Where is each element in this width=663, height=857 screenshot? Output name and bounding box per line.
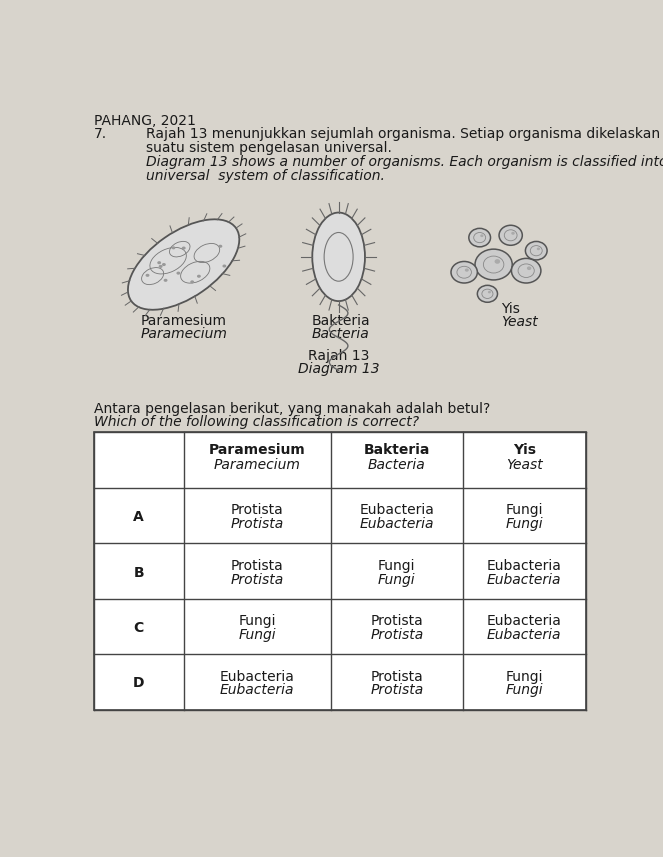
Text: Bacteria: Bacteria <box>312 327 369 341</box>
Text: Fungi: Fungi <box>505 683 543 698</box>
Ellipse shape <box>495 259 500 264</box>
Text: Protista: Protista <box>371 614 423 628</box>
Ellipse shape <box>218 245 222 248</box>
Text: Yis: Yis <box>512 443 536 457</box>
Ellipse shape <box>182 247 186 249</box>
Text: Diagram 13 shows a number of organisms. Each organism is classified into the: Diagram 13 shows a number of organisms. … <box>147 155 663 169</box>
Ellipse shape <box>222 265 226 267</box>
Ellipse shape <box>527 267 531 270</box>
Text: B: B <box>133 566 144 579</box>
Ellipse shape <box>146 273 149 277</box>
Ellipse shape <box>164 279 168 282</box>
Ellipse shape <box>176 272 180 275</box>
Text: Rajah 13: Rajah 13 <box>308 350 369 363</box>
Text: Yis: Yis <box>501 302 520 315</box>
Text: Eubacteria: Eubacteria <box>487 572 562 586</box>
Ellipse shape <box>499 225 522 245</box>
Ellipse shape <box>537 248 540 250</box>
Text: Eubacteria: Eubacteria <box>487 614 562 628</box>
Ellipse shape <box>128 219 239 309</box>
Ellipse shape <box>477 285 497 303</box>
Text: Eubacteria: Eubacteria <box>487 559 562 572</box>
Text: Eubacteria: Eubacteria <box>359 517 434 531</box>
Text: Rajah 13 menunjukkan sejumlah organisma. Setiap organisma dikelaskan ke dalam: Rajah 13 menunjukkan sejumlah organisma.… <box>147 128 663 141</box>
Text: Protista: Protista <box>231 503 284 518</box>
Ellipse shape <box>475 249 512 280</box>
Text: PAHANG, 2021: PAHANG, 2021 <box>93 114 196 128</box>
Ellipse shape <box>511 258 541 283</box>
Text: Eubacteria: Eubacteria <box>359 503 434 518</box>
Ellipse shape <box>480 234 483 237</box>
Text: Yeast: Yeast <box>501 315 538 328</box>
Text: Paramecium: Paramecium <box>213 458 301 472</box>
Text: Paramesium: Paramesium <box>141 314 227 328</box>
Ellipse shape <box>197 275 201 278</box>
Text: 7.: 7. <box>93 128 107 141</box>
Text: Fungi: Fungi <box>505 669 543 684</box>
Text: Diagram 13: Diagram 13 <box>298 363 379 376</box>
Text: Eubacteria: Eubacteria <box>220 669 294 684</box>
Text: A: A <box>133 510 144 524</box>
Ellipse shape <box>162 263 166 266</box>
Text: Protista: Protista <box>370 683 424 698</box>
Ellipse shape <box>525 242 547 260</box>
Text: D: D <box>133 676 145 691</box>
Text: Protista: Protista <box>231 559 284 572</box>
Ellipse shape <box>158 265 162 268</box>
Ellipse shape <box>157 261 161 264</box>
Ellipse shape <box>312 213 365 301</box>
Text: Protista: Protista <box>371 669 423 684</box>
Text: Eubacteria: Eubacteria <box>487 628 562 642</box>
Ellipse shape <box>511 231 514 235</box>
Text: Fungi: Fungi <box>505 503 543 518</box>
Text: universal  system of classification.: universal system of classification. <box>147 169 385 183</box>
Text: Fungi: Fungi <box>239 628 276 642</box>
Ellipse shape <box>488 291 491 293</box>
Ellipse shape <box>190 280 194 284</box>
Text: Fungi: Fungi <box>239 614 276 628</box>
Ellipse shape <box>465 268 469 272</box>
Ellipse shape <box>469 228 491 247</box>
Text: suatu sistem pengelasan universal.: suatu sistem pengelasan universal. <box>147 141 392 155</box>
Text: Yeast: Yeast <box>506 458 542 472</box>
Text: Fungi: Fungi <box>378 572 416 586</box>
Ellipse shape <box>172 246 176 249</box>
Text: Protista: Protista <box>370 628 424 642</box>
Text: Bacteria: Bacteria <box>368 458 426 472</box>
Text: C: C <box>133 621 144 635</box>
Text: Antara pengelasan berikut, yang manakah adalah betul?: Antara pengelasan berikut, yang manakah … <box>93 402 490 416</box>
Text: Bakteria: Bakteria <box>312 314 370 328</box>
Text: Protista: Protista <box>231 572 284 586</box>
Bar <box>93 433 586 710</box>
Text: Bakteria: Bakteria <box>363 443 430 457</box>
Text: Eubacteria: Eubacteria <box>220 683 294 698</box>
Text: Protista: Protista <box>231 517 284 531</box>
Text: Which of the following classification is correct?: Which of the following classification is… <box>93 416 419 429</box>
Text: Paramesium: Paramesium <box>209 443 306 457</box>
Text: Fungi: Fungi <box>505 517 543 531</box>
Ellipse shape <box>451 261 477 283</box>
Text: Paramecium: Paramecium <box>141 327 228 341</box>
Text: Fungi: Fungi <box>378 559 416 572</box>
